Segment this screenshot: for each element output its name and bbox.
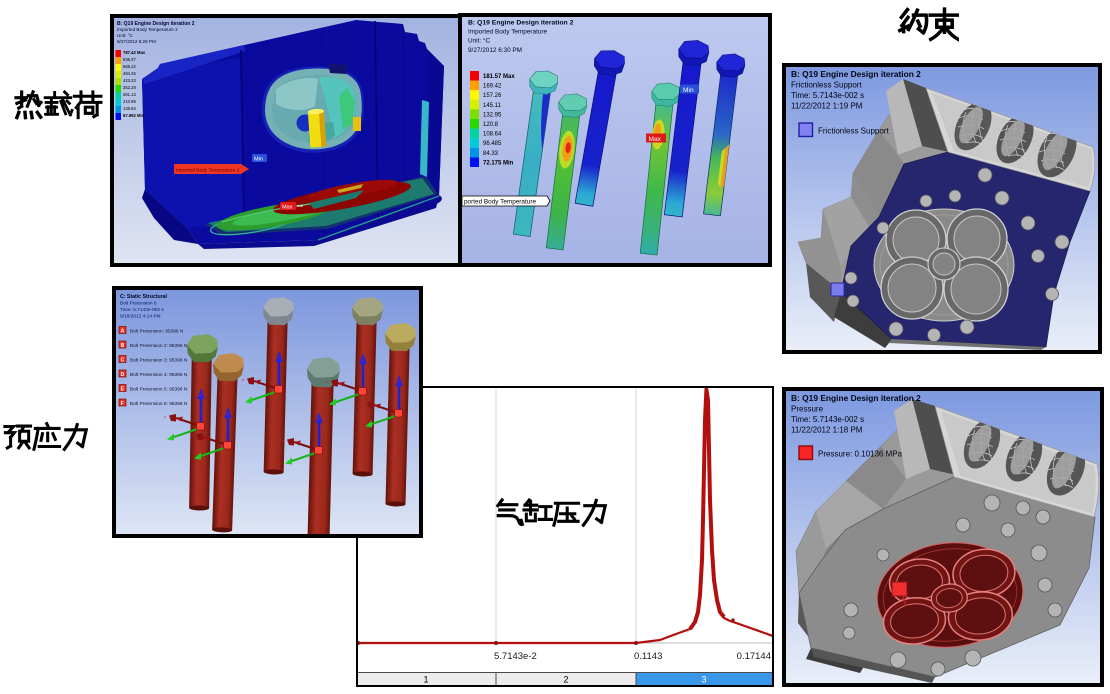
svg-text:Time: 5.7143e-002 s: Time: 5.7143e-002 s xyxy=(791,91,864,100)
svg-text:84.33: 84.33 xyxy=(483,151,499,157)
svg-text:2: 2 xyxy=(563,675,568,685)
svg-text:352.28: 352.28 xyxy=(123,85,136,90)
svg-text:Time: 5.7143e-002 s: Time: 5.7143e-002 s xyxy=(120,307,164,313)
svg-text:Imported Body Temperature 2: Imported Body Temperature 2 xyxy=(176,168,240,174)
svg-text:B: Q19 Engine Design iteration: B: Q19 Engine Design iteration 2 xyxy=(468,20,574,27)
svg-text:157.26: 157.26 xyxy=(483,93,502,99)
svg-text:5.7143e-2: 5.7143e-2 xyxy=(494,651,537,662)
svg-text:210.89: 210.89 xyxy=(123,99,136,104)
svg-text:Bolt Pretension 3: 95396 N: Bolt Pretension 3: 95396 N xyxy=(130,358,188,364)
svg-text:Bolt Pretension 6: 95396 N: Bolt Pretension 6: 95396 N xyxy=(130,401,188,407)
svg-text:139.84: 139.84 xyxy=(123,106,136,111)
svg-text:Pressure: 0.10136 MPa: Pressure: 0.10136 MPa xyxy=(818,450,903,459)
svg-text:132.95: 132.95 xyxy=(483,112,502,118)
svg-text:B: B xyxy=(121,343,125,349)
svg-text:Unit: °C: Unit: °C xyxy=(468,37,490,45)
svg-text:0.17144: 0.17144 xyxy=(737,651,771,662)
svg-text:120.8: 120.8 xyxy=(483,122,499,128)
svg-text:E: E xyxy=(121,386,125,392)
svg-text:181.57 Max: 181.57 Max xyxy=(483,74,515,80)
svg-text:Bolt Pretension 5: 95396 N: Bolt Pretension 5: 95396 N xyxy=(130,387,188,393)
svg-text:145.11: 145.11 xyxy=(483,103,502,109)
svg-text:Time: 5.7143e-002 s: Time: 5.7143e-002 s xyxy=(791,415,864,424)
svg-text:96.485: 96.485 xyxy=(483,141,502,147)
svg-text:Frictionless Support: Frictionless Support xyxy=(791,81,862,90)
svg-text:Bolt Pretension 4: 95396 N: Bolt Pretension 4: 95396 N xyxy=(130,372,188,378)
svg-text:B: Q19 Engine Design iteration: B: Q19 Engine Design iteration 2 xyxy=(117,21,195,27)
svg-text:281.13: 281.13 xyxy=(123,92,136,97)
svg-text:494.26: 494.26 xyxy=(123,71,136,76)
svg-text:Max: Max xyxy=(649,136,662,143)
svg-text:Imported Body Temperature: Imported Body Temperature xyxy=(468,29,548,36)
svg-text:169.42: 169.42 xyxy=(483,84,502,90)
svg-text:F: F xyxy=(121,401,124,407)
svg-text:67.992 Min: 67.992 Min xyxy=(123,113,145,118)
svg-text:Bolt Pretension 2: 95396 N: Bolt Pretension 2: 95396 N xyxy=(130,343,188,349)
svg-text:ported Body Temperature: ported Body Temperature xyxy=(464,199,536,206)
svg-text:C: Static Structural: C: Static Structural xyxy=(120,294,168,300)
svg-text:B: Q19 Engine Design iteration: B: Q19 Engine Design iteration 2 xyxy=(791,69,921,79)
svg-text:423.23: 423.23 xyxy=(123,78,136,83)
svg-text:B: Q19 Engine Design iteration: B: Q19 Engine Design iteration 2 xyxy=(791,393,921,403)
svg-text:Bolt Pretension 6: Bolt Pretension 6 xyxy=(120,301,157,307)
svg-text:108.64: 108.64 xyxy=(483,132,502,138)
svg-text:Min: Min xyxy=(254,157,263,163)
svg-text:Min: Min xyxy=(683,87,694,94)
svg-text:11/22/2012 1:19 PM: 11/22/2012 1:19 PM xyxy=(791,102,863,111)
svg-text:9/27/2012 6:30 PM: 9/27/2012 6:30 PM xyxy=(468,47,522,54)
svg-text:565.22: 565.22 xyxy=(123,64,136,69)
svg-text:Bolt Pretension: 95396 N: Bolt Pretension: 95396 N xyxy=(130,329,184,335)
svg-text:9/27/2012 6:28 PM: 9/27/2012 6:28 PM xyxy=(117,39,156,44)
svg-text:9/18/2012 4:14 PM: 9/18/2012 4:14 PM xyxy=(120,314,161,320)
svg-text:Frictionless Support: Frictionless Support xyxy=(818,127,889,136)
svg-text:72.175 Min: 72.175 Min xyxy=(483,160,514,166)
svg-text:3: 3 xyxy=(701,675,706,685)
svg-text:1: 1 xyxy=(423,675,428,685)
svg-text:636.37: 636.37 xyxy=(123,57,136,62)
svg-text:787.42 Max: 787.42 Max xyxy=(123,50,146,55)
svg-text:C: C xyxy=(121,357,125,363)
svg-text:D: D xyxy=(121,372,125,378)
svg-text:11/22/2012 1:18 PM: 11/22/2012 1:18 PM xyxy=(791,426,863,435)
svg-text:Pressure: Pressure xyxy=(791,405,824,414)
svg-text:Unit: °C: Unit: °C xyxy=(117,33,134,38)
svg-text:Max: Max xyxy=(282,205,293,211)
svg-text:0.1143: 0.1143 xyxy=(634,651,662,662)
svg-text:A: A xyxy=(121,328,125,334)
svg-text:Imported Body Temperature 2: Imported Body Temperature 2 xyxy=(117,27,178,32)
